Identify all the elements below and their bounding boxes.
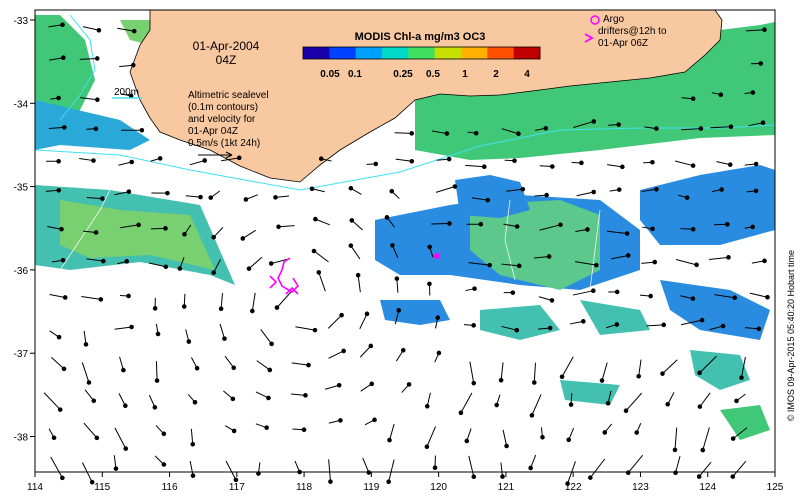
x-tick-label: 119 [363, 482, 379, 493]
colorbar-tick-label: 0.5 [426, 69, 440, 80]
x-axis: 114 115 116 117 118 119 120 121 122 123 124 125 [27, 472, 784, 493]
colorbar-tick-label: 0.25 [393, 69, 413, 80]
depth-contours [59, 189, 601, 291]
date-label: 01-Apr-2004 [193, 39, 260, 53]
colorbar-tick-label: 0.05 [320, 69, 340, 80]
colorbar-title: MODIS Chl-a mg/m3 OC3 [355, 31, 486, 43]
colorbar-tick-label: 4 [524, 69, 530, 80]
argo-chevron-icon [584, 33, 594, 43]
x-tick-label: 118 [296, 482, 312, 493]
x-tick-label: 123 [632, 482, 649, 493]
colorbar-tick-label: 2 [493, 69, 499, 80]
x-tick-label: 121 [498, 482, 515, 493]
argo-circle-icon [590, 15, 600, 25]
australia-landmass [129, 9, 723, 183]
colorbar-tick-label: 1 [462, 69, 468, 80]
colorbar: MODIS Chl-a mg/m3 OC3 0.05 0.1 0.25 0.5 1 2 4 [302, 31, 541, 80]
sealevel-legend: Altimetric sealevel(0.1m contours)and ve… [188, 90, 269, 149]
sealevel-note-line: (0.1m contours) [188, 102, 258, 113]
argo-legend-line: Argo [603, 14, 625, 25]
sealevel-note-line: 01-Apr 04Z [188, 126, 238, 137]
x-tick-label: 125 [767, 482, 784, 493]
velocity-scale-arrow [198, 151, 233, 159]
colorbar-tick-label: 0.1 [348, 69, 362, 80]
sealevel-note-line: 0.5m/s (1kt 24h) [188, 138, 260, 149]
y-tick-label: -34 [14, 99, 29, 110]
x-tick-label: 122 [565, 482, 582, 493]
depth-legend-label: 200m [114, 87, 139, 98]
x-tick-label: 117 [229, 482, 245, 493]
plot-frame [34, 9, 776, 473]
credit-label: © IMOS 09-Apr-2015 05:40:20 Hobart time [786, 250, 796, 422]
y-axis: -33 -34 -35 -36 -37 -38 [14, 16, 35, 444]
argo-legend-line: 01-Apr 06Z [598, 38, 648, 49]
argo-drifter-track [269, 253, 440, 295]
x-tick-label: 114 [27, 482, 43, 493]
time-label: 04Z [216, 53, 237, 67]
y-tick-label: -37 [14, 349, 29, 360]
argo-legend-line: drifters@12h to [598, 26, 667, 37]
sealevel-contours [34, 14, 776, 191]
sealevel-note-line: Altimetric sealevel [188, 90, 269, 101]
velocity-arrows [43, 22, 770, 486]
x-tick-label: 124 [699, 482, 716, 493]
y-tick-label: -33 [14, 16, 29, 27]
y-tick-label: -38 [14, 433, 29, 444]
x-tick-label: 120 [430, 482, 447, 493]
x-tick-label: 116 [162, 482, 178, 493]
sealevel-note-line: and velocity for [188, 114, 256, 125]
y-tick-label: -36 [14, 266, 29, 277]
y-tick-label: -35 [14, 183, 29, 194]
argo-float-marker [434, 253, 440, 259]
x-tick-label: 115 [94, 482, 110, 493]
